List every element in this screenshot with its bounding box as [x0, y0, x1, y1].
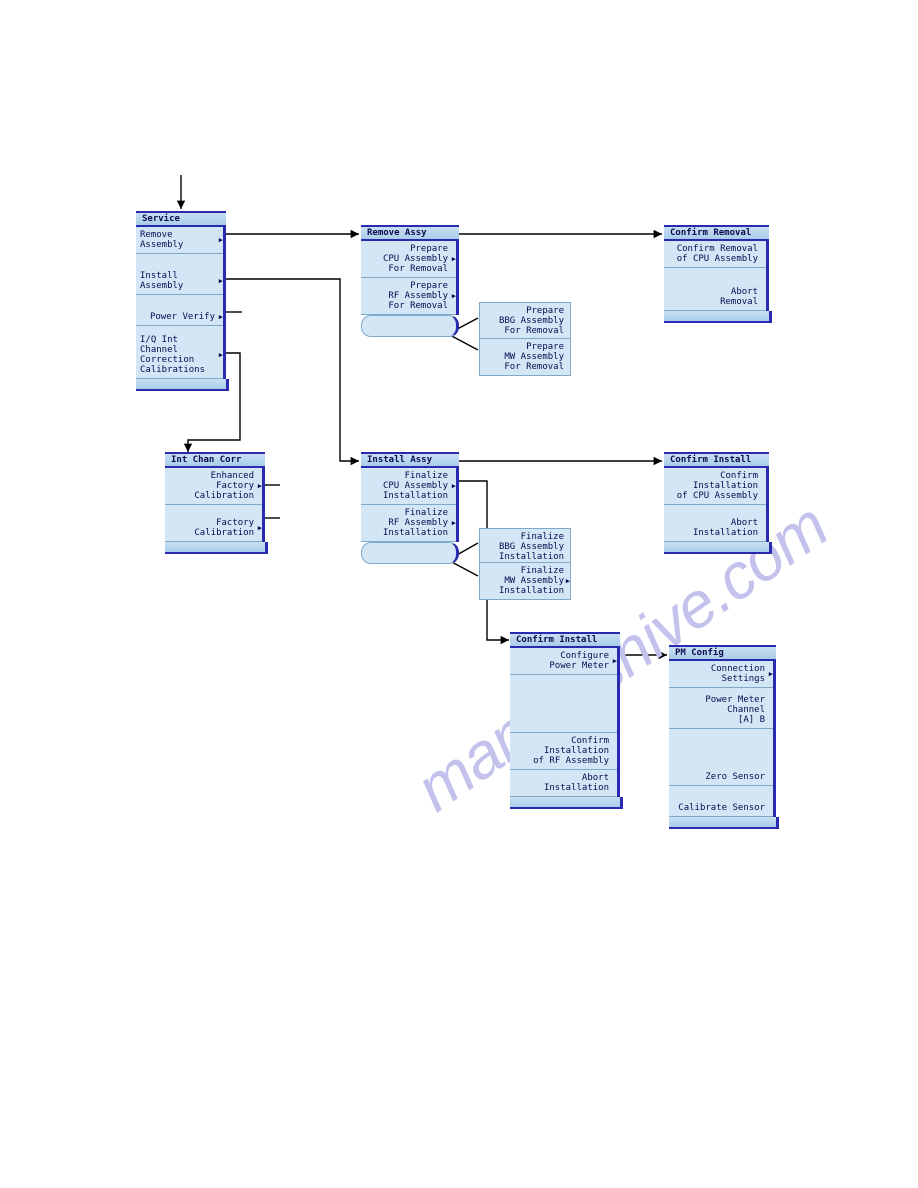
service-title: Service [136, 211, 226, 227]
connector-layer [0, 0, 918, 900]
pm_config-item-3[interactable]: Calibrate Sensor [669, 800, 773, 817]
confirm_install_top-item-0[interactable]: ConfirmInstallationof CPU Assembly [664, 468, 766, 505]
remove_assy-item-1[interactable]: PrepareRF AssemblyFor Removal▶ [361, 278, 456, 315]
submenu-arrow-icon: ▶ [219, 350, 223, 360]
confirm_install_bot-item-0[interactable]: ConfigurePower Meter▶ [510, 648, 617, 675]
service-menu: ServiceRemove Assembly▶ Install Assembly▶… [136, 211, 226, 391]
service-foot [136, 379, 229, 391]
remove_more-flyout-0[interactable]: PrepareBBG AssemblyFor Removal [479, 302, 571, 340]
submenu-arrow-icon: ▶ [452, 254, 456, 264]
confirm_install_top-body: ConfirmInstallationof CPU Assembly AbortI… [664, 468, 769, 542]
install_assy-title: Install Assy [361, 452, 459, 468]
remove_more-flyout-1[interactable]: PrepareMW AssemblyFor Removal [479, 338, 571, 376]
confirm_install_top-title: Confirm Install [664, 452, 769, 468]
remove_assy-title: Remove Assy [361, 225, 459, 241]
int_chan_corr-item-0[interactable]: Enhanced FactoryCalibration▶ [165, 468, 262, 505]
pm_config-title: PM Config [669, 645, 776, 661]
int_chan_corr-item-1[interactable]: FactoryCalibration▶ [165, 515, 262, 542]
service-item-3[interactable]: I/Q Int ChannelCorrectionCalibrations▶ [136, 332, 223, 379]
confirm_install_bot-item-3[interactable]: AbortInstallation [510, 770, 617, 797]
submenu-arrow-icon: ▶ [452, 481, 456, 491]
int_chan_corr-body: Enhanced FactoryCalibration▶ FactoryCalib… [165, 468, 265, 542]
pm_config-menu: PM ConfigConnectionSettings▶ Power MeterC… [669, 645, 776, 829]
install_assy-body: FinalizeCPU AssemblyInstallation▶Finaliz… [361, 468, 459, 542]
submenu-arrow-icon: ▶ [219, 276, 223, 286]
submenu-arrow-icon: ▶ [769, 669, 773, 679]
submenu-arrow-icon: ▶ [566, 576, 570, 586]
submenu-arrow-icon: ▶ [258, 481, 262, 491]
int_chan_corr-foot [165, 542, 268, 554]
confirm_removal-foot [664, 311, 772, 323]
pm_config-item-2[interactable]: Zero Sensor [669, 769, 773, 786]
int_chan_corr-title: Int Chan Corr [165, 452, 265, 468]
install_more-flyout-0[interactable]: FinalizeBBG AssemblyInstallation [479, 528, 571, 566]
submenu-arrow-icon: ▶ [613, 656, 617, 666]
install_assy-item-0[interactable]: FinalizeCPU AssemblyInstallation▶ [361, 468, 456, 505]
confirm_removal-item-0[interactable]: Confirm Removalof CPU Assembly [664, 241, 766, 268]
remove_assy-item-0[interactable]: PrepareCPU AssemblyFor Removal▶ [361, 241, 456, 278]
confirm_install_top-foot [664, 542, 772, 554]
pm_config-foot [669, 817, 779, 829]
pm_config-body: ConnectionSettings▶ Power MeterChannel[A]… [669, 661, 776, 817]
confirm_install_bot-item-2[interactable]: ConfirmInstallationof RF Assembly [510, 733, 617, 770]
confirm_install_bot-body: ConfigurePower Meter▶ ConfirmInstallatio… [510, 648, 620, 797]
int_chan_corr-menu: Int Chan CorrEnhanced FactoryCalibration… [165, 452, 265, 554]
confirm_install_top-item-1[interactable]: AbortInstallation [664, 515, 766, 542]
submenu-arrow-icon: ▶ [219, 312, 223, 322]
confirm_install_bot-foot [510, 797, 623, 809]
confirm_install_bot-menu: Confirm InstallConfigurePower Meter▶ Con… [510, 632, 620, 809]
remove_assy-menu: Remove AssyPrepareCPU AssemblyFor Remova… [361, 225, 459, 337]
confirm_install_top-menu: Confirm InstallConfirmInstallationof CPU… [664, 452, 769, 554]
service-item-1[interactable]: Install Assembly▶ [136, 268, 223, 295]
submenu-arrow-icon: ▶ [219, 235, 223, 245]
install_assy-menu: Install AssyFinalizeCPU AssemblyInstalla… [361, 452, 459, 564]
install_assy-item-1[interactable]: FinalizeRF AssemblyInstallation▶ [361, 505, 456, 542]
confirm_install_bot-title: Confirm Install [510, 632, 620, 648]
remove_assy-body: PrepareCPU AssemblyFor Removal▶PrepareRF… [361, 241, 459, 315]
confirm_removal-menu: Confirm RemovalConfirm Removalof CPU Ass… [664, 225, 769, 323]
service-body: Remove Assembly▶ Install Assembly▶ Power V… [136, 227, 226, 379]
pm_config-item-0[interactable]: ConnectionSettings▶ [669, 661, 773, 688]
remove_assy-more-pill[interactable] [361, 315, 459, 337]
service-item-0[interactable]: Remove Assembly▶ [136, 227, 223, 254]
confirm_removal-title: Confirm Removal [664, 225, 769, 241]
pm_config-item-1[interactable]: Power MeterChannel[A] B [669, 692, 773, 729]
submenu-arrow-icon: ▶ [452, 518, 456, 528]
install_assy-more-pill[interactable] [361, 542, 459, 564]
submenu-arrow-icon: ▶ [452, 291, 456, 301]
confirm_install_bot-item-1 [510, 675, 617, 733]
install_more-flyout-1[interactable]: FinalizeMW AssemblyInstallation▶ [479, 562, 571, 600]
confirm_removal-body: Confirm Removalof CPU Assembly AbortRemov… [664, 241, 769, 311]
confirm_removal-item-1[interactable]: AbortRemoval [664, 284, 766, 311]
service-item-2[interactable]: Power Verify▶ [136, 309, 223, 326]
submenu-arrow-icon: ▶ [258, 523, 262, 533]
